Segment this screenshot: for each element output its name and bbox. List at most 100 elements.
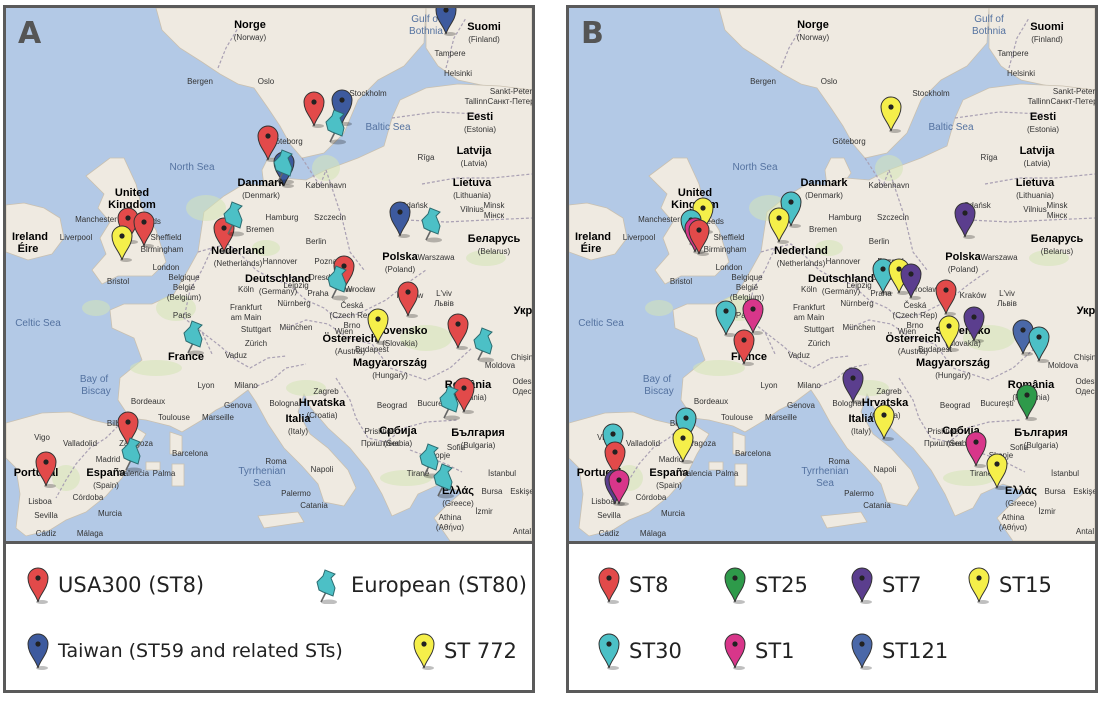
map-label: Valencia [682, 469, 713, 478]
teal-pushpin-marker[interactable] [327, 265, 348, 301]
yellow-map-marker[interactable] [873, 404, 895, 441]
map-label: Česká [341, 301, 364, 310]
map-label: Ireland [12, 231, 48, 243]
map-label: Vaduz [225, 351, 247, 360]
map-label: Moldova [1048, 361, 1079, 370]
magenta-map-marker[interactable] [965, 431, 987, 468]
map-label: Sofia [447, 443, 466, 452]
map-label: Genova [787, 401, 816, 410]
legend-marker-shape [27, 567, 49, 604]
map-label: Praha [870, 289, 892, 298]
map-label: Córdoba [636, 493, 667, 502]
country-border [760, 243, 866, 281]
yellow-map-marker[interactable] [938, 315, 960, 352]
teal-pushpin-marker[interactable] [273, 149, 294, 185]
legend-label: ST7 [882, 573, 922, 597]
red-map-marker[interactable] [213, 217, 235, 254]
map-label: Italia [848, 413, 874, 425]
map-label: Milano [234, 381, 258, 390]
teal-pushpin-marker[interactable] [473, 327, 494, 363]
teal-map-marker[interactable] [715, 300, 737, 337]
map-label: Wien [335, 327, 353, 336]
red-map-marker[interactable] [688, 219, 710, 256]
red-map-marker[interactable] [733, 329, 755, 366]
map-label: Dresden [309, 273, 339, 282]
red-map-marker[interactable] [397, 281, 419, 318]
yellow-map-marker[interactable] [111, 225, 133, 262]
teal-pushpin-marker[interactable] [325, 109, 346, 145]
map-label: Oslo [821, 77, 838, 86]
yellow-map-marker[interactable] [880, 96, 902, 133]
country-border [1008, 17, 1030, 69]
map-label: Berlin [869, 237, 889, 246]
blue-map-marker[interactable] [435, 8, 457, 36]
map-view-b[interactable]: Norge (Norway) Gulf of Bothnia Suomi (Finland… [569, 8, 1095, 544]
map-label: Zagreb [876, 387, 902, 396]
purple-map-marker[interactable] [900, 263, 922, 300]
country-border [217, 27, 239, 69]
magenta-map-marker[interactable] [742, 298, 764, 335]
legend-marker-shape [27, 633, 49, 670]
map-label: Belgique [168, 273, 200, 282]
green-map-marker[interactable] [1016, 384, 1038, 421]
green-marker-icon [724, 567, 746, 604]
magenta-map-marker[interactable] [608, 469, 630, 506]
map-label: Lietuva [453, 177, 492, 189]
teal-pushpin-marker[interactable] [121, 437, 142, 473]
map-label: (Latvia) [461, 159, 488, 168]
country-border [301, 157, 327, 188]
red-map-marker[interactable] [35, 451, 57, 488]
map-view-a[interactable]: Norge (Norway) Gulf of Bothnia Suomi (Finland… [6, 8, 532, 544]
map-label: Sankt-Peter [490, 87, 532, 96]
legend-item-st121: ST121 [850, 632, 948, 670]
country-border [968, 217, 1095, 223]
country-border [335, 269, 427, 319]
teal-map-marker[interactable] [1028, 326, 1050, 363]
blue-map-marker[interactable] [389, 201, 411, 238]
map-label: Minsk [1047, 201, 1069, 210]
red-map-marker[interactable] [333, 255, 355, 292]
teal-pushpin-marker[interactable] [433, 463, 454, 499]
red-map-marker[interactable] [935, 279, 957, 316]
map-label: België [736, 283, 759, 292]
map-label: Prishtinë [927, 427, 959, 436]
country-border [898, 377, 1022, 443]
slate-map-marker[interactable] [1012, 319, 1034, 356]
yellow-map-marker[interactable] [672, 427, 694, 464]
map-label: Lyon [760, 381, 777, 390]
legend-item-usa300: USA300 (ST8) [26, 566, 204, 604]
yellow-map-marker[interactable] [367, 308, 389, 345]
red-map-marker[interactable] [133, 211, 155, 248]
map-label: Sea [253, 478, 271, 489]
map-label: Belgique [731, 273, 763, 282]
teal-pushpin-marker[interactable] [439, 385, 460, 421]
purple-map-marker[interactable] [842, 367, 864, 404]
map-label: (Italy) [851, 427, 871, 436]
red-map-marker[interactable] [303, 91, 325, 128]
teal-pushpin-marker[interactable] [183, 320, 204, 356]
country-border [984, 173, 1095, 185]
teal-pushpin-marker[interactable] [223, 201, 244, 237]
purple-map-marker[interactable] [963, 306, 985, 343]
map-label: (Finland) [1031, 35, 1063, 44]
teal-map-marker[interactable] [872, 258, 894, 295]
map-label: Barcelona [735, 449, 772, 458]
map-label: Sevilla [34, 511, 58, 520]
yellow-map-marker[interactable] [986, 453, 1008, 490]
map-label: Србија [379, 425, 417, 437]
map-label: Paris [173, 311, 191, 320]
country-border [848, 319, 912, 339]
red-map-marker[interactable] [447, 313, 469, 350]
teal-pushpin-marker[interactable] [421, 207, 442, 243]
map-label: Palermo [844, 489, 874, 498]
map-label: (Norway) [797, 33, 830, 42]
map-label: Italia [285, 413, 311, 425]
map-label: Приштина [361, 439, 400, 448]
map-label: Gulf of [974, 14, 1004, 25]
map-label: Göteborg [832, 137, 865, 146]
red-map-marker[interactable] [453, 377, 475, 414]
yellow-map-marker[interactable] [768, 207, 790, 244]
purple-map-marker[interactable] [954, 202, 976, 239]
map-label: (Czech Rep) [330, 311, 375, 320]
map-label: Hamburg [829, 213, 862, 222]
